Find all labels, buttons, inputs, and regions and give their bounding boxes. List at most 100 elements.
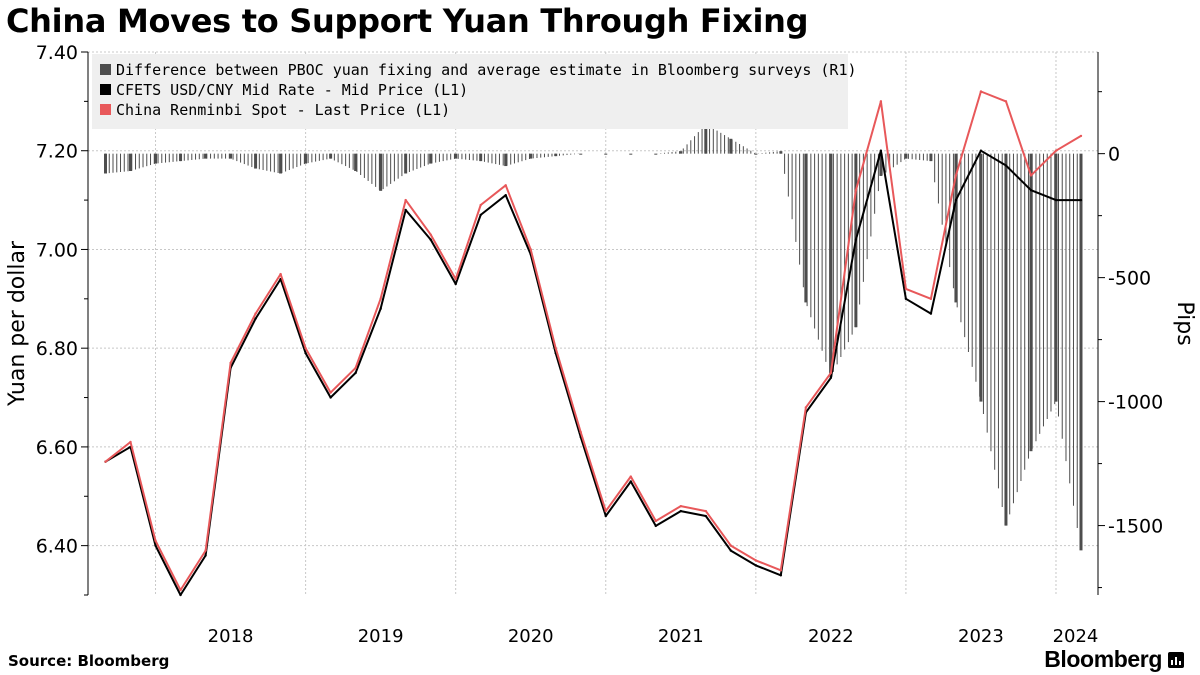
cfets-line-point (754, 564, 758, 567)
cfets-line-point (254, 317, 257, 320)
x-tick-label: 2023 (958, 626, 1004, 647)
spot-line-point (854, 189, 858, 192)
spot-line-point (154, 539, 157, 542)
x-tick-label: 2019 (358, 626, 404, 647)
difference-bar (379, 153, 383, 191)
difference-bar (1079, 153, 1083, 551)
legend[interactable]: Difference between PBOC yuan fixing and … (92, 54, 857, 129)
cfets-line-point (904, 297, 908, 301)
y-left-label: Yuan per dollar (5, 240, 30, 407)
spot-line-point (404, 198, 407, 202)
cfets-line-point (929, 312, 933, 315)
cfets-line-point (304, 351, 307, 355)
legend-swatch (100, 104, 111, 115)
source-note: Source: Bloomberg (8, 652, 170, 670)
difference-bar (429, 153, 433, 164)
difference-bar (729, 138, 733, 154)
spot-line-point (1029, 174, 1033, 177)
right-tick-label: -500 (1108, 268, 1151, 290)
axes: 7.40 7.20 7.00 6.80 6.60 6.40 0 -500 -1000 -1500 2… (5, 42, 1197, 647)
spot-line-point (454, 277, 457, 281)
cfets-line-point (329, 396, 332, 399)
spot-line-point (979, 90, 983, 93)
cfets-line-point (479, 213, 482, 217)
spot-line-point (504, 184, 507, 187)
difference-bar (354, 153, 358, 172)
spot-line-point (604, 509, 607, 513)
x-tick-label: 2021 (658, 626, 704, 647)
spot-line-point (129, 440, 132, 444)
spot-line-point (204, 549, 207, 552)
spot-line-point (904, 287, 908, 291)
difference-bar (454, 153, 458, 159)
cfets-line-point (854, 238, 858, 241)
cfets-line-point (979, 149, 983, 152)
difference-bar (754, 153, 758, 155)
difference-bar (979, 153, 983, 402)
spot-line-point (179, 588, 182, 592)
difference-bar (1029, 153, 1033, 452)
brand-name: Bloomberg (1044, 646, 1162, 672)
spot-line-point (829, 371, 833, 375)
cfets-line (104, 149, 1081, 596)
cfets-line-point (404, 208, 407, 212)
spot-line-point (729, 544, 733, 547)
spot-line (104, 90, 1082, 592)
chart-title: China Moves to Support Yuan Through Fixi… (6, 2, 809, 40)
y-right-label: Pips (1172, 301, 1197, 345)
cfets-line-point (779, 574, 783, 577)
cfets-line-point (954, 198, 958, 202)
left-tick-label: 6.40 (36, 536, 78, 558)
difference-bar (229, 153, 233, 159)
brand-logo: Bloomberg (1044, 646, 1184, 673)
difference-bar (204, 153, 208, 159)
spot-line-point (254, 312, 257, 315)
cfets-line-point (154, 544, 157, 547)
difference-bar (129, 153, 133, 172)
legend-box (92, 54, 848, 129)
cfets-line-point (1079, 198, 1083, 202)
legend-swatch (100, 64, 111, 75)
difference-bar (504, 153, 508, 167)
spot-line-point (529, 248, 532, 251)
difference-bar (604, 153, 608, 155)
spot-line-point (1079, 134, 1083, 138)
legend-label: Difference between PBOC yuan fixing and … (116, 61, 857, 79)
gridlines (88, 51, 1098, 595)
cfets-line-point (204, 554, 207, 557)
bar-chart-icon (1168, 651, 1184, 668)
spot-line-point (279, 272, 282, 276)
spot-line-point (554, 346, 557, 350)
cfets-line-point (379, 307, 382, 310)
x-tick-label: 2024 (1053, 626, 1099, 647)
spot-line-point (579, 430, 582, 434)
spot-line-point (379, 297, 382, 301)
difference-bar (279, 153, 283, 174)
difference-bar (679, 151, 683, 154)
spot-line-point (329, 391, 332, 394)
spot-line-point (804, 406, 808, 409)
spot-line-point (679, 504, 682, 508)
x-tick-label: 2022 (808, 626, 854, 647)
spot-line-point (304, 346, 307, 350)
difference-bar (629, 153, 633, 155)
legend-label: China Renminbi Spot - Last Price (L1) (116, 101, 450, 119)
cfets-line-point (629, 480, 632, 483)
cfets-line-point (429, 238, 432, 241)
cfets-line-point (504, 193, 507, 197)
spot-line-point (629, 475, 632, 478)
difference-bar (304, 153, 308, 164)
difference-bar (579, 153, 583, 155)
cfets-line-point (654, 524, 657, 528)
cfets-line-point (604, 514, 607, 518)
cfets-line-point (879, 149, 883, 152)
spot-line-point (779, 569, 783, 572)
right-tick-label: -1000 (1108, 392, 1163, 414)
left-tick-label: 6.60 (36, 437, 78, 459)
left-tick-label: 7.20 (36, 141, 78, 163)
difference-bar (829, 153, 833, 377)
difference-bar (904, 153, 908, 159)
spot-line-point (879, 100, 883, 103)
right-tick-label: 0 (1108, 144, 1120, 166)
